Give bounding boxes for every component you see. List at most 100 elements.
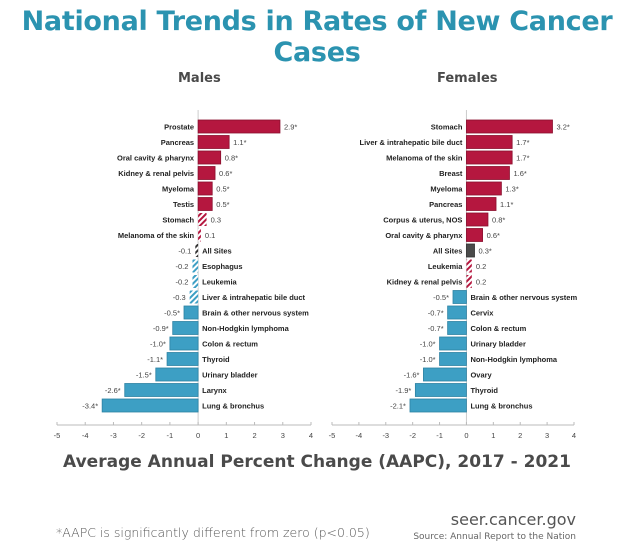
value-label: -2.1* [390, 402, 406, 411]
category-label: Thyroid [202, 355, 230, 364]
bar [409, 398, 467, 413]
value-label: 0.2 [476, 278, 486, 287]
bar [466, 181, 502, 196]
x-axis-title: Average Annual Percent Change (AAPC), 20… [63, 452, 571, 472]
value-label: 1.1* [500, 200, 513, 209]
bar [183, 305, 199, 320]
category-label: Oral cavity & pharynx [117, 154, 195, 163]
bar [197, 181, 213, 196]
value-label: -0.7* [428, 324, 444, 333]
category-label: Urinary bladder [202, 371, 258, 380]
bar [192, 275, 199, 288]
category-label: Non-Hodgkin lymphoma [202, 324, 289, 333]
category-label: Liver & intrahepatic bile duct [202, 293, 305, 302]
category-label: Colon & rectum [470, 324, 526, 333]
value-label: 0.6* [487, 231, 500, 240]
value-label: -1.0* [150, 340, 166, 349]
website-link[interactable]: seer.cancer.gov [450, 510, 576, 529]
chart-title: National Trends in Rates of New Cancer C… [21, 6, 613, 68]
x-tick-label: -1 [436, 431, 443, 440]
x-tick-label: 2 [252, 431, 256, 440]
value-label: 1.3* [505, 185, 518, 194]
bar [466, 228, 483, 242]
bar [466, 275, 472, 288]
value-label: 0.8* [225, 154, 238, 163]
bar [466, 166, 510, 180]
value-label: -2.6* [105, 386, 121, 395]
category-label: Non-Hodgkin lymphoma [470, 355, 557, 364]
value-label: 1.7* [516, 154, 529, 163]
value-label: 1.7* [516, 138, 529, 147]
bar [447, 305, 467, 320]
value-label: -1.0* [420, 355, 436, 364]
bar [466, 150, 513, 165]
category-label: Oral cavity & pharynx [385, 231, 463, 240]
x-tick-label: 3 [281, 431, 285, 440]
bar [423, 367, 467, 382]
value-label: -3.4* [82, 402, 98, 411]
value-label: 2.9* [284, 123, 297, 132]
x-tick-label: -2 [409, 431, 416, 440]
value-label: 0.8* [492, 216, 505, 225]
category-label: Stomach [162, 216, 194, 225]
category-label: Melanoma of the skin [386, 154, 463, 163]
bar [197, 135, 230, 149]
x-tick-label: 4 [309, 431, 313, 440]
bar [447, 321, 467, 335]
bar [466, 135, 513, 149]
category-label: Leukemia [202, 278, 237, 287]
value-label: -1.6* [404, 371, 420, 380]
category-label: Brain & other nervous system [470, 293, 577, 302]
significance-footnote: *AAPC is significantly different from ze… [56, 525, 370, 540]
category-label: Melanoma of the skin [118, 231, 195, 240]
bar [198, 213, 207, 226]
bar [197, 150, 222, 165]
value-label: -0.2 [176, 278, 189, 287]
category-label: Larynx [202, 386, 227, 395]
value-label: -1.5* [136, 371, 152, 380]
bar [192, 259, 199, 273]
x-tick-label: 1 [224, 431, 228, 440]
category-label: Lung & bronchus [202, 402, 264, 411]
category-label: Myeloma [430, 185, 463, 194]
bar [155, 367, 199, 382]
females-chart: Stomach 3.2* Liver & intrahepatic bile duc… [329, 110, 577, 440]
category-label: Esophagus [202, 262, 242, 271]
category-label: Cervix [470, 309, 494, 318]
x-tick-label: -5 [54, 431, 61, 440]
category-label: Liver & intrahepatic bile duct [359, 138, 462, 147]
category-label: All Sites [433, 247, 463, 256]
value-label: -1.1* [147, 355, 163, 364]
x-tick-label: -2 [138, 431, 145, 440]
value-label: -0.9* [153, 324, 169, 333]
bar [189, 290, 199, 304]
males-panel-title: Males [178, 71, 221, 86]
value-label: -0.1 [178, 247, 191, 256]
x-tick-label: -3 [110, 431, 117, 440]
bar [452, 290, 467, 304]
bar [466, 259, 472, 273]
x-tick-label: 0 [464, 431, 468, 440]
value-label: -0.2 [176, 262, 189, 271]
value-label: 0.5* [216, 200, 229, 209]
category-label: Corpus & uterus, NOS [383, 216, 462, 225]
bar [198, 228, 201, 242]
value-label: -0.5* [433, 293, 449, 302]
bar [169, 336, 199, 351]
category-label: Urinary bladder [470, 340, 526, 349]
females-panel-title: Females [437, 71, 498, 86]
category-label: Brain & other nervous system [202, 309, 309, 318]
x-tick-label: -4 [356, 431, 363, 440]
value-label: 0.6* [219, 169, 232, 178]
x-tick-label: -4 [82, 431, 89, 440]
value-label: -1.0* [420, 340, 436, 349]
value-label: 0.2 [476, 262, 486, 271]
value-label: -0.5* [164, 309, 180, 318]
category-label: Breast [439, 169, 463, 178]
category-label: Leukemia [428, 262, 463, 271]
value-label: 0.3 [211, 216, 221, 225]
bar [439, 336, 467, 351]
category-label: All Sites [202, 247, 232, 256]
bar [195, 244, 199, 257]
